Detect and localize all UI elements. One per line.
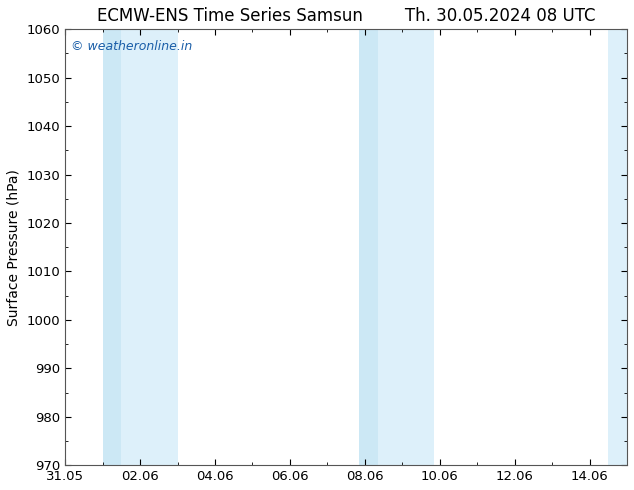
Text: © weatheronline.in: © weatheronline.in — [71, 40, 192, 53]
Bar — [121, 29, 178, 465]
Bar — [103, 29, 121, 465]
Title: ECMW-ENS Time Series Samsun        Th. 30.05.2024 08 UTC: ECMW-ENS Time Series Samsun Th. 30.05.20… — [97, 7, 595, 25]
Bar — [609, 29, 627, 465]
Bar — [359, 29, 378, 465]
Bar — [378, 29, 434, 465]
Y-axis label: Surface Pressure (hPa): Surface Pressure (hPa) — [7, 169, 21, 326]
